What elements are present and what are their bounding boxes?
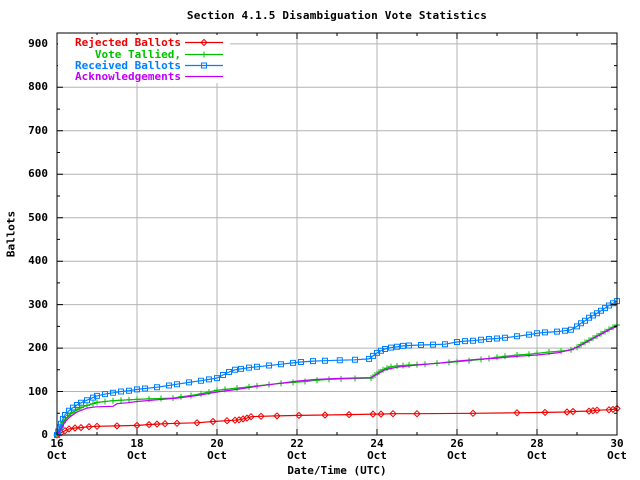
series-markers-received-ballots xyxy=(54,298,620,438)
y-tick-label-900: 900 xyxy=(28,36,48,50)
x-tick-day-30: 30 xyxy=(610,437,624,450)
x-tick-day-24: 24 xyxy=(370,437,384,450)
y-tick-label-800: 800 xyxy=(28,80,48,94)
legend-sample-received-ballots xyxy=(185,62,223,69)
square-marker-icon xyxy=(201,62,207,69)
x-tick-month-30: Oct xyxy=(607,449,627,462)
x-tick-day-16: 16 xyxy=(50,437,64,450)
chart-title: Section 4.1.5 Disambiguation Vote Statis… xyxy=(186,9,488,22)
legend-sample-vote-tallied xyxy=(185,51,223,58)
legend-row-rejected-ballots: Rejected Ballots xyxy=(58,36,230,50)
x-tick-day-18: 18 xyxy=(130,437,144,450)
legend-label-vote-tallied: Vote Tallied, xyxy=(94,47,181,61)
x-tick-month-16: Oct xyxy=(47,449,67,462)
axis-ticks xyxy=(56,33,618,436)
series-line-rejected-ballots xyxy=(56,407,618,436)
x-tick-month-22: Oct xyxy=(287,449,307,462)
series-markers-vote-tallied xyxy=(54,322,620,438)
legend-label-rejected-ballots: Rejected Ballots xyxy=(75,36,181,50)
legend-sample-acknowledgements xyxy=(185,76,223,78)
y-tick-label-200: 200 xyxy=(28,341,48,355)
x-tick-day-22: 22 xyxy=(290,437,304,450)
series-line-vote-tallied xyxy=(56,324,618,436)
legend-row-acknowledgements: Acknowledgements xyxy=(58,70,230,84)
legend-sample-rejected-ballots xyxy=(185,38,223,47)
x-tick-day-28: 28 xyxy=(530,437,544,450)
series-line-acknowledgements xyxy=(56,325,618,436)
y-tick-label-100: 100 xyxy=(28,384,48,398)
y-tick-label-300: 300 xyxy=(28,297,48,311)
plot-border xyxy=(56,32,618,436)
legend-row-received-ballots: Received Ballots xyxy=(58,58,230,72)
legend: Rejected Ballots Vote Tallied, Received Ba… xyxy=(58,35,230,83)
diamond-marker-icon xyxy=(200,38,208,47)
x-tick-month-26: Oct xyxy=(447,449,467,462)
y-axis-title: Ballots xyxy=(4,210,18,258)
legend-label-received-ballots: Received Ballots xyxy=(75,58,181,72)
x-tick-month-28: Oct xyxy=(527,449,547,462)
y-tick-label-500: 500 xyxy=(28,210,48,224)
y-tick-label-700: 700 xyxy=(28,123,48,137)
legend-row-vote-tallied: Vote Tallied, xyxy=(58,47,230,61)
x-tick-month-24: Oct xyxy=(367,449,387,462)
y-tick-label-400: 400 xyxy=(28,254,48,268)
x-tick-month-18: Oct xyxy=(127,449,147,462)
y-tick-label-0: 0 xyxy=(41,428,48,441)
x-tick-month-20: Oct xyxy=(207,449,227,462)
x-tick-day-20: 20 xyxy=(210,437,224,450)
x-tick-day-26: 26 xyxy=(450,437,464,450)
y-tick-label-600: 600 xyxy=(28,167,48,181)
x-axis-title: Date/Time (UTC) xyxy=(287,464,387,477)
plus-marker-icon xyxy=(201,51,207,58)
legend-label-acknowledgements: Acknowledgements xyxy=(75,70,181,84)
